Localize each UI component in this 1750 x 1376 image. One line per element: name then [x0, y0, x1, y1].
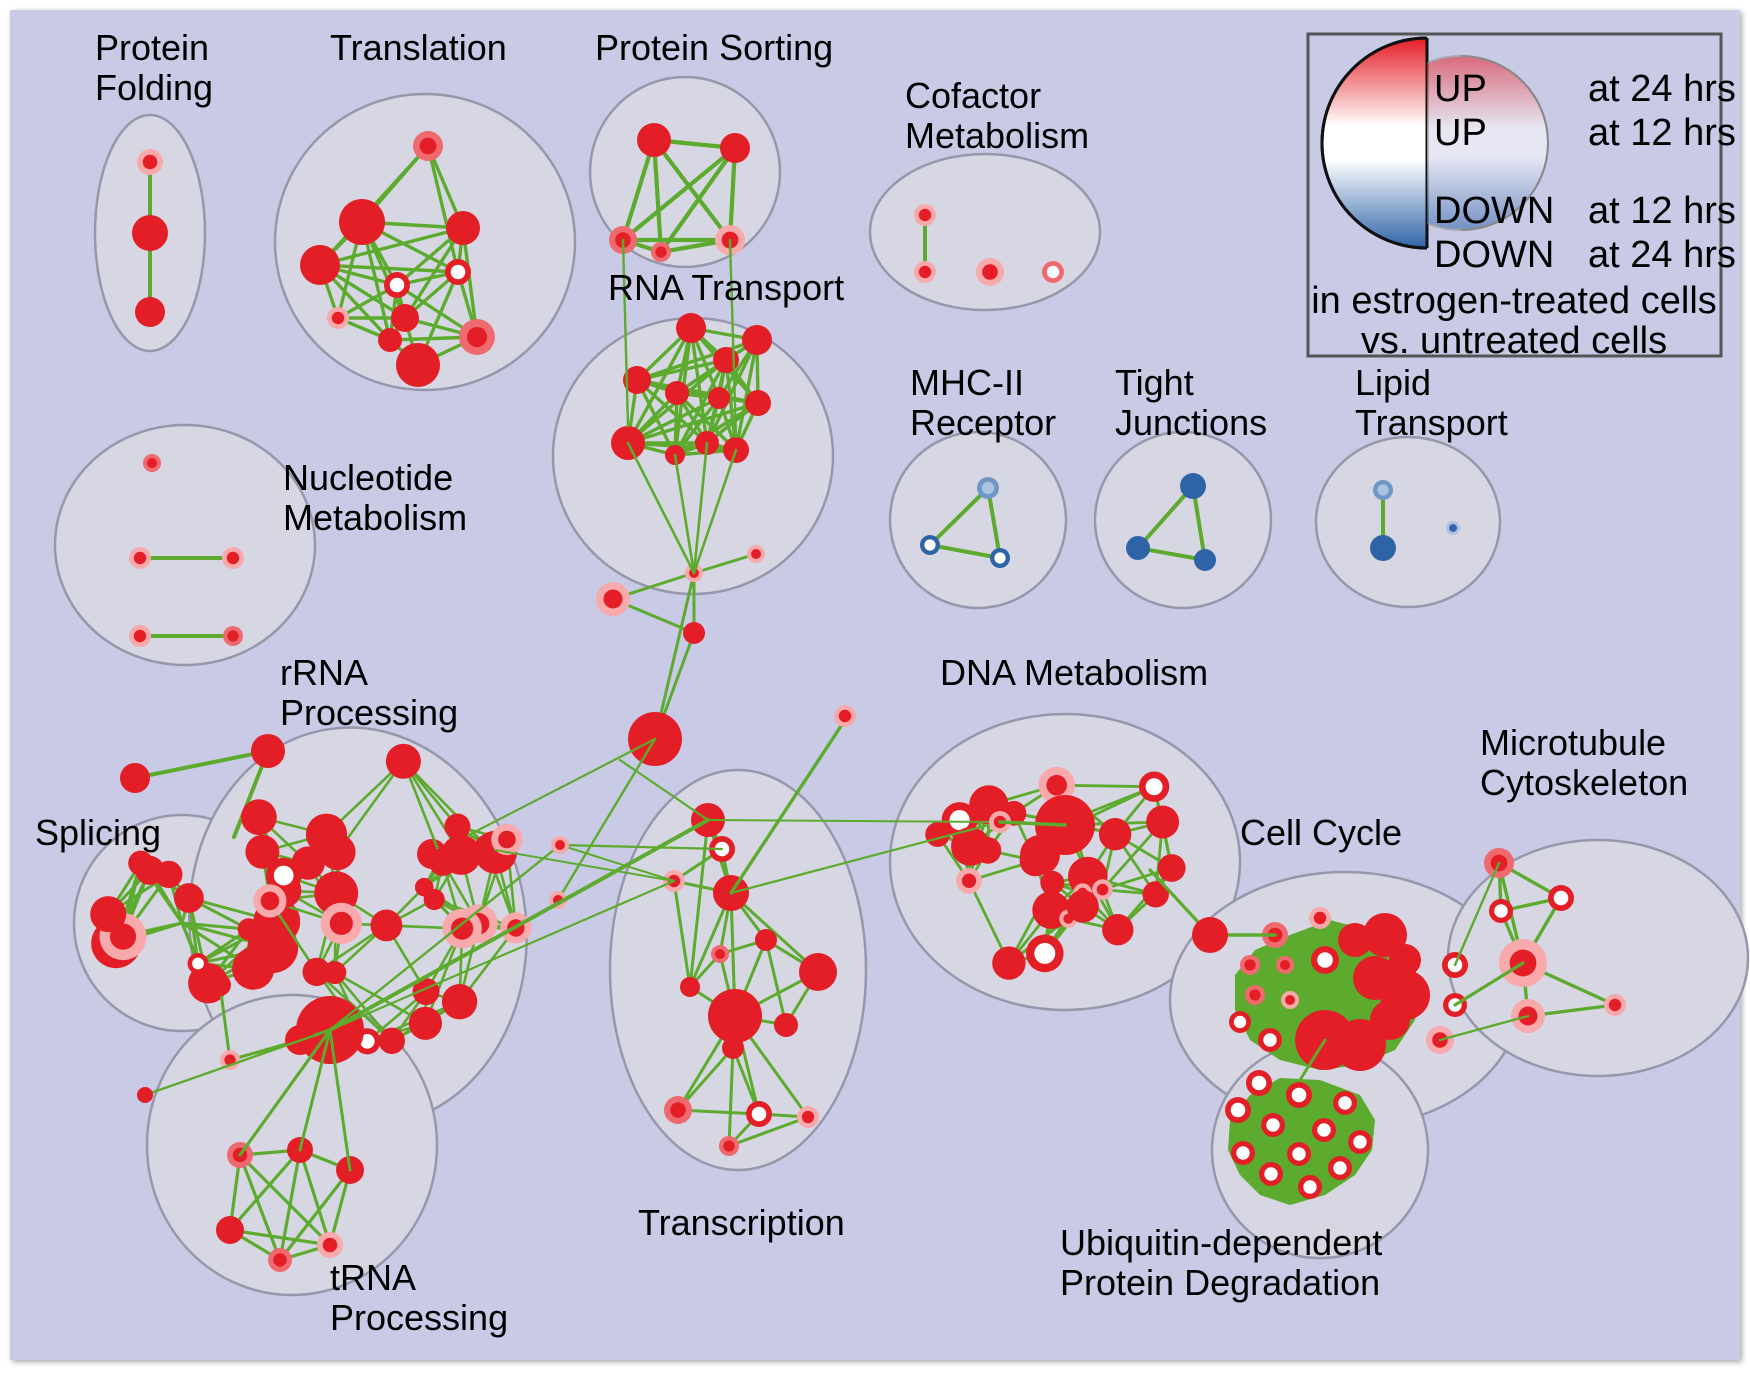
- svg-text:Transcription: Transcription: [638, 1202, 845, 1243]
- svg-text:UP: UP: [1434, 68, 1487, 110]
- svg-text:Receptor: Receptor: [910, 402, 1056, 443]
- svg-text:Protein: Protein: [95, 27, 209, 68]
- svg-text:Protein Sorting: Protein Sorting: [595, 27, 833, 68]
- svg-text:Translation: Translation: [330, 27, 507, 68]
- svg-text:Processing: Processing: [330, 1297, 508, 1338]
- svg-text:Processing: Processing: [280, 692, 458, 733]
- svg-text:MHC-II: MHC-II: [910, 362, 1024, 403]
- svg-text:rRNA: rRNA: [280, 652, 368, 693]
- svg-text:UP: UP: [1434, 112, 1487, 154]
- svg-text:DNA Metabolism: DNA Metabolism: [940, 652, 1208, 693]
- svg-text:at 24 hrs: at 24 hrs: [1588, 234, 1736, 276]
- svg-text:Nucleotide: Nucleotide: [283, 457, 453, 498]
- svg-text:Junctions: Junctions: [1115, 402, 1267, 443]
- svg-text:Tight: Tight: [1115, 362, 1194, 403]
- svg-text:DOWN: DOWN: [1434, 234, 1554, 276]
- svg-text:at 12 hrs: at 12 hrs: [1588, 112, 1736, 154]
- svg-text:Folding: Folding: [95, 67, 213, 108]
- svg-text:Splicing: Splicing: [35, 812, 161, 853]
- svg-text:Cell Cycle: Cell Cycle: [1240, 812, 1402, 853]
- svg-text:tRNA: tRNA: [330, 1257, 416, 1298]
- svg-text:at 12 hrs: at 12 hrs: [1588, 190, 1736, 232]
- svg-text:Ubiquitin-dependent: Ubiquitin-dependent: [1060, 1222, 1382, 1263]
- svg-text:in estrogen-treated cells: in estrogen-treated cells: [1311, 280, 1717, 322]
- svg-text:RNA Transport: RNA Transport: [608, 267, 844, 308]
- svg-text:at 24 hrs: at 24 hrs: [1588, 68, 1736, 110]
- svg-text:Lipid: Lipid: [1355, 362, 1431, 403]
- svg-text:Metabolism: Metabolism: [283, 497, 467, 538]
- svg-text:Protein Degradation: Protein Degradation: [1060, 1262, 1380, 1303]
- svg-text:Metabolism: Metabolism: [905, 115, 1089, 156]
- svg-text:vs. untreated cells: vs. untreated cells: [1361, 320, 1667, 362]
- svg-text:Cytoskeleton: Cytoskeleton: [1480, 762, 1688, 803]
- svg-text:DOWN: DOWN: [1434, 190, 1554, 232]
- svg-text:Cofactor: Cofactor: [905, 75, 1041, 116]
- svg-text:Microtubule: Microtubule: [1480, 722, 1666, 763]
- svg-text:Transport: Transport: [1355, 402, 1508, 443]
